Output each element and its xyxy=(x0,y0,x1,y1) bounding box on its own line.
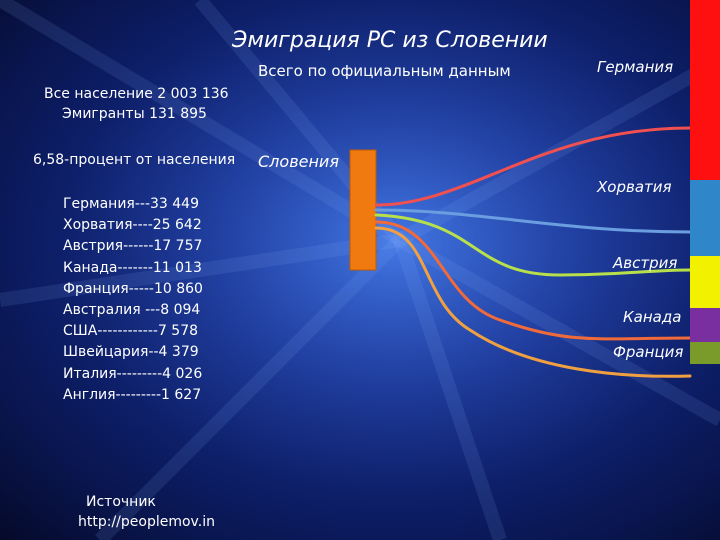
dest-bar-canada xyxy=(690,308,720,342)
dest-label-croatia: Хорватия xyxy=(597,178,672,196)
list-item: Англия---------1 627 xyxy=(63,386,202,403)
country-list: Германия---33 449 Хорватия----25 642 Авс… xyxy=(63,194,203,406)
dest-label-germany: Германия xyxy=(597,58,674,76)
dest-bar-france xyxy=(690,342,720,364)
flow-germany xyxy=(374,126,692,207)
dest-label-canada: Канада xyxy=(623,308,682,326)
list-item: Канада-------11 013 xyxy=(63,259,202,276)
dest-label-austria: Австрия xyxy=(613,254,678,272)
list-item: США------------7 578 xyxy=(63,323,199,340)
dest-bar-austria xyxy=(690,256,720,308)
list-item: Германия---33 449 xyxy=(63,196,199,212)
flow-austria xyxy=(374,213,692,277)
source-label: Источник xyxy=(86,494,156,510)
flow-france xyxy=(374,226,692,378)
list-item: Франция-----10 860 xyxy=(63,280,203,297)
list-item: Италия---------4 026 xyxy=(63,365,203,382)
subtitle: Всего по официальным данным xyxy=(258,62,511,80)
emigrants-line: Эмигранты 131 895 xyxy=(62,106,207,122)
list-item: Австрия------17 757 xyxy=(63,238,203,255)
percent-line: 6,58-процент от населения xyxy=(33,152,236,168)
list-item: Швейцария--4 379 xyxy=(63,344,199,361)
list-item: Австралия ---8 094 xyxy=(63,302,201,319)
dest-bar-germany xyxy=(690,0,720,180)
origin-label: Словения xyxy=(258,152,339,171)
source-url: http://peoplemov.in xyxy=(78,514,215,530)
list-item: Хорватия----25 642 xyxy=(63,217,202,234)
flow-canada xyxy=(374,220,692,341)
page-title: Эмиграция РС из Словении xyxy=(232,28,548,53)
origin-bar xyxy=(349,149,377,271)
dest-bar-croatia xyxy=(690,180,720,256)
flow-croatia xyxy=(374,208,692,234)
dest-label-france: Франция xyxy=(613,343,684,361)
population-line: Все население 2 003 136 xyxy=(44,86,229,102)
